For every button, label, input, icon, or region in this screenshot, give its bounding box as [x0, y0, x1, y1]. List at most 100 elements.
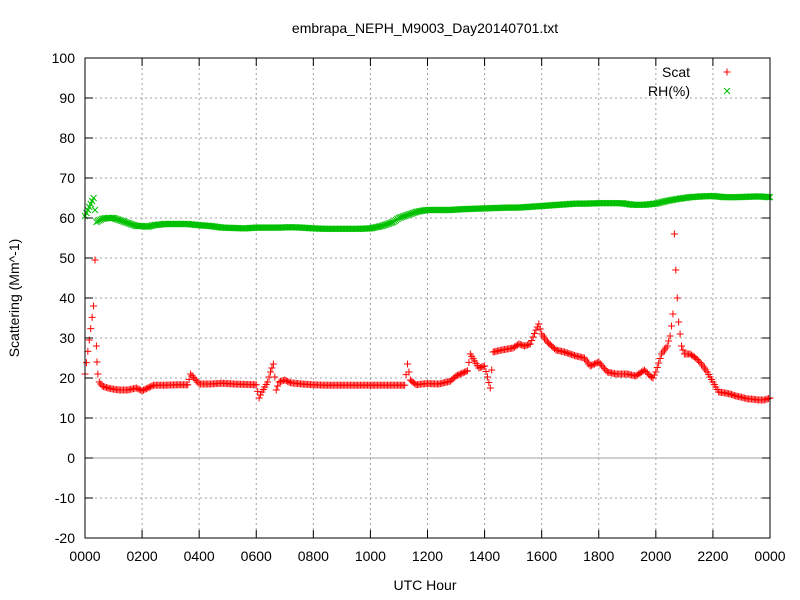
scat-point-fill [188, 372, 196, 380]
scat-point-fill [192, 377, 200, 385]
scat-point-fill [599, 363, 607, 371]
scat-point-fill [695, 357, 703, 365]
scat-point-fill [405, 368, 413, 376]
x-tick-label: 1200 [412, 548, 443, 564]
scat-point-fill [598, 361, 606, 369]
x-tick-label: 1000 [355, 548, 386, 564]
y-tick-label: 0 [67, 450, 75, 466]
scat-point [640, 366, 648, 374]
scat-point-fill [87, 325, 95, 333]
scat-point [586, 362, 594, 370]
scat-point [463, 367, 471, 375]
scat-point [663, 342, 671, 350]
scat-point [532, 326, 540, 334]
scat-point [94, 370, 102, 378]
scat-point-fill [653, 364, 661, 371]
scat-point [138, 387, 146, 395]
scat-point-fill [142, 385, 150, 393]
scat-point-fill [531, 330, 539, 337]
y-tick-label: -20 [55, 530, 75, 546]
scat-point-fill [458, 369, 466, 377]
scat-point [187, 370, 195, 378]
scat-point [672, 266, 680, 274]
scat-point [692, 354, 700, 362]
scat-point-fill [488, 366, 496, 374]
scat-point-fill [141, 385, 149, 393]
scat-point-fill [453, 371, 461, 379]
scat-point-fill [285, 378, 293, 386]
scat-point-fill [274, 382, 282, 390]
scat-point [91, 256, 99, 264]
scat-point-fill [148, 382, 156, 390]
scat-point [144, 384, 152, 392]
x-tick-label: 0000 [754, 548, 785, 564]
scat-point-fill [643, 369, 651, 377]
scat-point-fill [650, 371, 658, 379]
scat-point [401, 381, 409, 389]
scat-point-fill [140, 386, 148, 394]
scat-point-fill [411, 380, 419, 388]
scat-point [272, 386, 280, 394]
y-tick-label: 20 [59, 370, 75, 386]
scat-point-fill [459, 369, 467, 377]
scat-point [649, 374, 657, 382]
legend-marker-rh [723, 87, 731, 95]
rh-point-fill [763, 193, 771, 201]
scat-point [535, 320, 543, 328]
scat-point-fill [528, 337, 536, 344]
x-tick-label: 0800 [298, 548, 329, 564]
scat-point-fill [84, 347, 92, 355]
scat-point [668, 322, 676, 330]
scat-point [92, 342, 100, 350]
legend-marker-scat [723, 68, 731, 76]
legend-x-icon [723, 87, 731, 95]
scat-point [486, 384, 494, 392]
scat-point [252, 381, 260, 389]
scat-point [93, 358, 101, 366]
scat-point-fill [271, 373, 279, 381]
scat-point-fill [483, 373, 491, 381]
x-tick-label: 0000 [69, 548, 100, 564]
scat-point-fill [268, 364, 276, 372]
scat-point-fill [82, 359, 90, 367]
scat-point-fill [257, 391, 265, 399]
y-tick-label: 100 [52, 50, 76, 66]
scat-point-fill [696, 359, 704, 366]
scat-point-fill [593, 359, 601, 367]
scat-point-fill [529, 333, 537, 341]
scat-point [526, 340, 534, 348]
y-axis-label: Scattering (Mm^-1) [6, 239, 22, 358]
scat-point [669, 310, 677, 318]
scat-point [481, 362, 489, 370]
y-tick-label: 70 [59, 170, 75, 186]
legend-label-scat: Scat [662, 64, 690, 80]
scat-point [670, 230, 678, 238]
y-tick-label: 40 [59, 290, 75, 306]
scat-point-fill [254, 387, 262, 395]
scat-point [673, 294, 681, 302]
y-tick-label: 90 [59, 90, 75, 106]
scat-point-fill [655, 359, 663, 367]
scat-point-fill [465, 358, 473, 366]
scat-point [678, 342, 686, 350]
chart-title: embrapa_NEPH_M9003_Day20140701.txt [292, 20, 558, 36]
rh-point-fill [765, 193, 772, 201]
x-tick-label: 0200 [127, 548, 158, 564]
x-tick-label: 1600 [526, 548, 557, 564]
scat-point-fill [191, 375, 199, 383]
scat-point-fill [462, 367, 470, 375]
x-tick-label: 2000 [640, 548, 671, 564]
scat-point-fill [693, 356, 701, 363]
scat-point-fill [642, 368, 650, 375]
scat-point [132, 384, 140, 392]
scat-point-fill [455, 371, 463, 379]
axis-ticks: -20 -10 0 10 20 30 40 50 60 70 80 90 100 0000 0200 0400… [52, 50, 786, 564]
scat-point [281, 376, 289, 384]
scat-point [255, 394, 263, 402]
scat-point-fill [284, 377, 292, 385]
scat-point [666, 332, 674, 340]
y-tick-label: 50 [59, 250, 75, 266]
scat-point-fill [676, 330, 684, 338]
scat-point-fill [456, 370, 464, 378]
